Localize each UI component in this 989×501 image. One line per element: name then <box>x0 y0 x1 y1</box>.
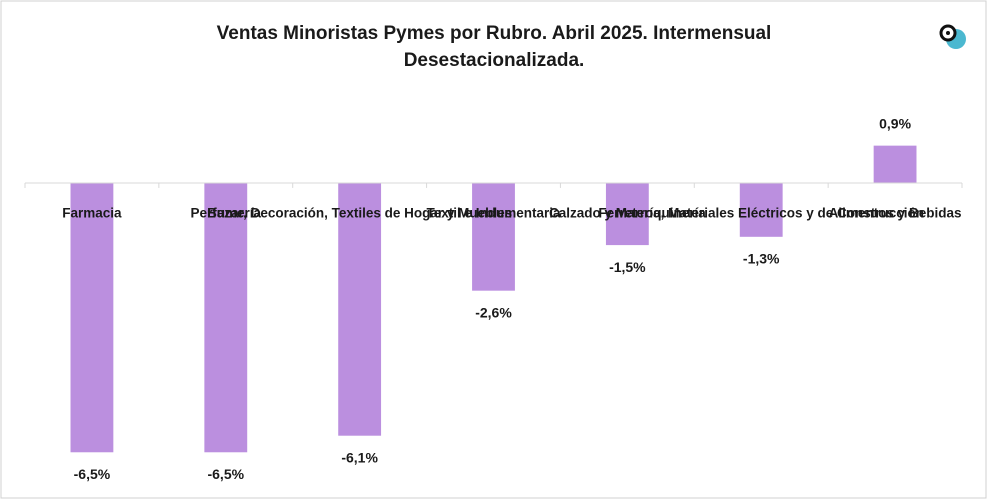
x-tick-label: Bazar, Decoración, Textiles de Hogar y M… <box>207 206 512 221</box>
x-tick-label: Alimentos y Bebidas <box>829 206 962 221</box>
x-tick-label: Textil e Indumentaria <box>426 206 561 221</box>
value-label: -1,3% <box>743 251 780 267</box>
value-label: -1,5% <box>609 259 646 275</box>
bar <box>739 182 783 237</box>
value-label: -2,6% <box>475 304 512 320</box>
bar <box>204 182 248 453</box>
value-label: 0,9% <box>879 115 911 131</box>
x-tick-label: Calzado y Marroquinería <box>549 206 706 221</box>
bar <box>472 182 515 291</box>
chart-title: Ventas Minoristas Pymes por Rubro. Abril… <box>217 23 772 44</box>
bar <box>70 182 114 453</box>
value-label: -6,5% <box>207 466 244 482</box>
bar <box>338 182 382 436</box>
bar <box>605 182 649 246</box>
value-label: -6,5% <box>74 466 111 482</box>
x-tick-label: Farmacia <box>62 206 122 221</box>
bar <box>873 145 917 183</box>
x-tick-label: Ferretería, Materiales Eléctricos y de C… <box>598 206 924 221</box>
x-tick-label: Perfumería <box>191 206 262 221</box>
logo <box>939 24 966 49</box>
chart-title: Desestacionalizada. <box>404 50 585 71</box>
value-label: -6,1% <box>341 449 378 465</box>
